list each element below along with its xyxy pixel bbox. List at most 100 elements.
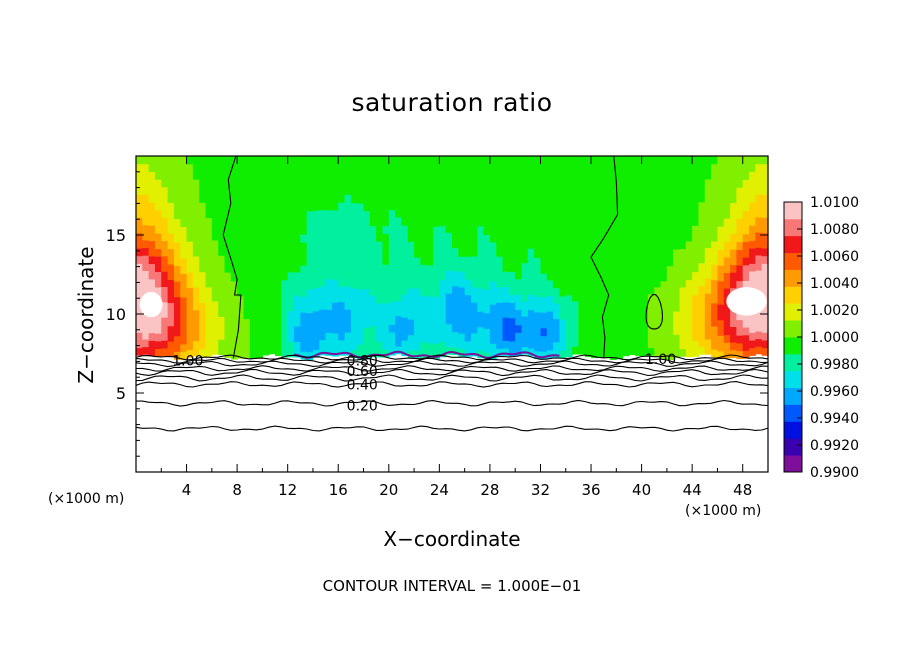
field-cell	[508, 279, 516, 288]
field-cell	[635, 301, 643, 311]
field-cell	[249, 187, 257, 196]
field-cell	[635, 186, 643, 195]
field-cell	[218, 201, 226, 211]
x-tick-label: 28	[480, 481, 499, 499]
field-cell	[382, 279, 390, 288]
field-cell	[243, 279, 251, 289]
field-cell	[237, 319, 245, 328]
field-cell	[527, 324, 535, 334]
field-cell	[749, 209, 756, 218]
field-cell	[483, 265, 491, 275]
field-cell	[338, 163, 346, 172]
field-cell	[647, 347, 655, 356]
field-cell	[610, 265, 617, 274]
field-cell	[186, 256, 194, 265]
field-cell	[243, 171, 251, 180]
field-cell	[502, 324, 510, 334]
field-cell	[439, 287, 447, 296]
field-cell	[275, 347, 282, 356]
field-cell	[527, 271, 535, 280]
field-cell	[546, 326, 554, 335]
field-cell	[755, 247, 763, 256]
field-cell	[679, 317, 687, 326]
field-cell	[755, 224, 763, 233]
field-cell	[622, 240, 630, 249]
field-cell	[641, 340, 649, 349]
field-cell	[610, 304, 617, 313]
field-cell	[224, 295, 232, 304]
field-cell	[761, 186, 769, 195]
field-cell	[294, 341, 301, 350]
chart-title: saturation ratio	[351, 88, 553, 117]
field-cell	[603, 249, 611, 258]
field-cell	[635, 271, 643, 280]
field-cell	[199, 302, 207, 311]
field-cell	[407, 156, 415, 165]
field-cell	[230, 234, 238, 243]
field-cell	[344, 156, 352, 165]
field-cell	[692, 279, 700, 288]
field-cell	[717, 194, 725, 204]
field-cell	[622, 340, 630, 349]
field-cell	[262, 171, 270, 180]
field-cell	[306, 320, 314, 329]
field-cell	[452, 331, 459, 340]
field-cell	[331, 163, 339, 172]
field-cell	[603, 156, 611, 165]
field-cell	[148, 332, 156, 341]
field-cell	[572, 186, 579, 195]
field-cell	[692, 256, 700, 265]
field-cell	[470, 217, 478, 226]
field-cell	[692, 217, 700, 226]
field-cell	[755, 171, 763, 180]
field-cell	[268, 270, 276, 279]
field-cell	[407, 288, 415, 297]
field-cell	[622, 194, 630, 203]
field-cell	[192, 248, 200, 257]
field-cell	[749, 240, 756, 249]
field-cell	[452, 186, 459, 195]
field-cell	[192, 317, 200, 326]
field-cell	[616, 257, 624, 266]
field-cell	[622, 179, 630, 188]
field-cell	[647, 301, 655, 310]
field-cell	[338, 232, 346, 241]
field-cell	[761, 178, 769, 188]
field-cell	[591, 342, 598, 351]
field-cell	[407, 233, 415, 243]
field-cell	[572, 209, 579, 218]
field-cell	[603, 334, 611, 343]
field-cell	[489, 343, 497, 352]
field-cell	[281, 210, 289, 219]
field-cell	[641, 271, 649, 280]
field-cell	[142, 316, 150, 325]
field-cell	[281, 333, 289, 343]
field-cell	[470, 209, 478, 219]
field-cell	[584, 263, 592, 273]
field-cell	[439, 302, 447, 312]
field-cell	[464, 194, 472, 203]
field-cell	[698, 308, 706, 317]
field-cell	[591, 256, 598, 266]
field-cell	[319, 163, 327, 172]
field-cell	[306, 328, 314, 337]
field-cell	[388, 201, 396, 211]
field-cell	[749, 178, 756, 188]
field-cell	[249, 241, 257, 250]
field-cell	[211, 247, 219, 256]
field-cell	[717, 288, 725, 297]
field-cell	[502, 232, 510, 242]
field-cell	[445, 270, 453, 279]
field-cell	[711, 271, 719, 281]
field-cell	[376, 163, 384, 173]
field-cell	[578, 163, 586, 172]
field-cell	[610, 351, 617, 360]
field-cell	[433, 202, 440, 212]
field-cell	[515, 332, 523, 341]
field-cell	[173, 351, 181, 360]
field-cell	[420, 279, 428, 289]
field-cell	[470, 271, 478, 280]
field-cell	[730, 210, 737, 219]
field-cell	[224, 264, 232, 273]
field-cell	[192, 271, 200, 280]
